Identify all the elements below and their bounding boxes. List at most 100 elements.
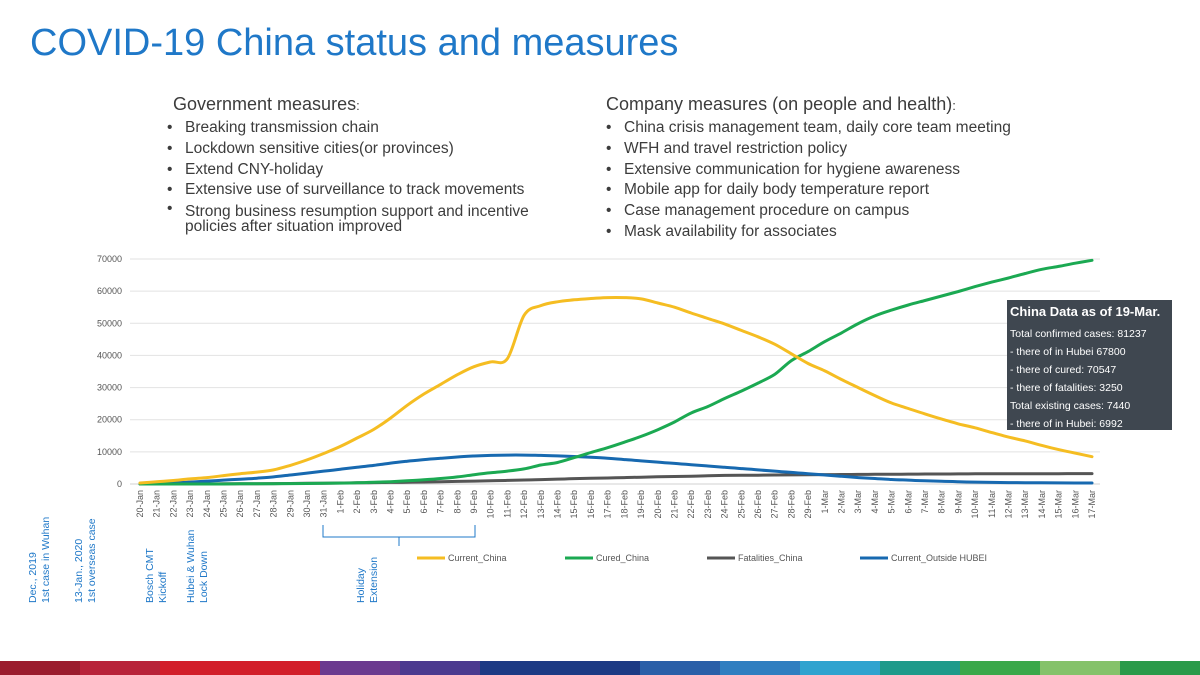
x-tick-label: 27-Feb <box>770 490 780 519</box>
legend-label: Current_China <box>448 553 507 563</box>
x-tick-label: 25-Feb <box>736 490 746 519</box>
x-tick-label: 10-Feb <box>486 490 496 519</box>
list-item: Mobile app for daily body temperature re… <box>606 180 1086 201</box>
government-heading-colon: : <box>356 98 360 113</box>
x-tick-label: 12-Mar <box>1003 490 1013 519</box>
infobox-line: Total confirmed cases: 81237 <box>1010 328 1147 340</box>
footer-color-stripe <box>0 661 1200 675</box>
government-measures-list: Breaking transmission chain Lockdown sen… <box>167 118 583 234</box>
x-tick-label: 8-Mar <box>937 490 947 514</box>
list-item: Breaking transmission chain <box>167 118 583 139</box>
x-tick-label: 15-Feb <box>569 490 579 519</box>
stripe-segment <box>800 661 880 675</box>
x-tick-label: 15-Mar <box>1054 490 1064 519</box>
x-tick-label: 7-Mar <box>920 490 930 514</box>
y-tick-label: 30000 <box>97 383 122 393</box>
timeline-annotation-line1: 13-Jan., 2020 <box>73 539 85 603</box>
stripe-segment <box>640 661 720 675</box>
y-tick-label: 10000 <box>97 447 122 457</box>
timeline-annotation-line1: Bosch CMT <box>144 548 156 603</box>
page-title: COVID-19 China status and measures <box>30 22 679 64</box>
infobox-line: - there of cured: 70547 <box>1010 364 1117 376</box>
x-tick-label: 22-Jan <box>168 490 178 518</box>
company-heading-text: Company measures (on people and health) <box>606 94 953 114</box>
x-tick-label: 18-Feb <box>619 490 629 519</box>
timeline-annotation-line2: 1st overseas case <box>86 518 98 603</box>
legend-label: Cured_China <box>596 553 649 563</box>
y-tick-label: 50000 <box>97 318 122 328</box>
stripe-segment <box>0 661 80 675</box>
stripe-segment <box>880 661 960 675</box>
company-heading-colon: : <box>952 98 956 113</box>
x-tick-label: 21-Feb <box>669 490 679 519</box>
x-tick-label: 2-Mar <box>836 490 846 514</box>
china-data-infobox: China Data as of 19-Mar. Total confirmed… <box>1007 300 1172 430</box>
x-tick-label: 12-Feb <box>519 490 529 519</box>
company-measures: Company measures (on people and health):… <box>606 94 1086 243</box>
x-tick-label: 27-Jan <box>252 490 262 518</box>
x-tick-label: 6-Feb <box>419 490 429 514</box>
stripe-segment <box>960 661 1040 675</box>
x-tick-label: 9-Feb <box>469 490 479 514</box>
y-tick-label: 20000 <box>97 415 122 425</box>
timeline-annotation-line2: Lock Down <box>198 551 210 603</box>
timeline-annotation-line2: Kickoff <box>157 572 169 603</box>
timeline-annotation-line2: 1st case in Wuhan <box>40 517 52 603</box>
x-tick-label: 19-Feb <box>636 490 646 519</box>
x-tick-label: 3-Feb <box>369 490 379 514</box>
stripe-segment <box>400 661 480 675</box>
stripe-segment <box>480 661 560 675</box>
x-tick-label: 6-Mar <box>903 490 913 514</box>
x-tick-label: 29-Jan <box>285 490 295 518</box>
x-tick-label: 20-Feb <box>653 490 663 519</box>
timeline-annotation-line2: Extension <box>368 557 380 603</box>
covid-line-chart: 0 10000 20000 30000 40000 50000 60000 70000 20-J… <box>27 254 1100 603</box>
x-tick-label: 4-Mar <box>870 490 880 514</box>
stripe-segment <box>1120 661 1200 675</box>
timeline-annotation-line1: Dec., 2019 <box>27 552 39 603</box>
government-heading-text: Government measures <box>173 94 357 114</box>
y-tick-label: 70000 <box>97 254 122 264</box>
list-item: Extensive use of surveillance to track m… <box>167 180 583 201</box>
x-tick-label: 17-Mar <box>1087 490 1097 519</box>
x-tick-label: 23-Feb <box>703 490 713 519</box>
x-tick-label: 24-Feb <box>720 490 730 519</box>
list-item: Mask availability for associates <box>606 222 1086 243</box>
x-tick-label: 3-Mar <box>853 490 863 514</box>
x-tick-label: 24-Jan <box>202 490 212 518</box>
x-tick-label: 9-Mar <box>953 490 963 514</box>
x-tick-label: 14-Mar <box>1037 490 1047 519</box>
government-measures: Government measures: Breaking transmissi… <box>167 94 583 234</box>
x-tick-label: 4-Feb <box>386 490 396 514</box>
series-line-current-china <box>138 295 1094 485</box>
x-tick-label: 5-Mar <box>887 490 897 514</box>
list-item: Strong business resumption support and i… <box>167 201 583 234</box>
legend-label: Current_Outside HUBEI <box>891 553 987 563</box>
stripe-segment <box>720 661 800 675</box>
x-tick-label: 2-Feb <box>352 490 362 514</box>
x-tick-label: 1-Feb <box>335 490 345 514</box>
stripe-segment <box>80 661 160 675</box>
stripe-segment <box>160 661 240 675</box>
x-tick-label: 11-Mar <box>987 490 997 518</box>
x-tick-label: 22-Feb <box>686 490 696 519</box>
stripe-segment <box>240 661 320 675</box>
x-tick-label: 16-Feb <box>586 490 596 519</box>
x-tick-label: 31-Jan <box>319 490 329 518</box>
stripe-segment <box>1040 661 1120 675</box>
x-tick-label: 20-Jan <box>135 490 145 518</box>
x-tick-label: 17-Feb <box>603 490 613 519</box>
government-measures-heading: Government measures: <box>173 94 583 115</box>
stripe-segment <box>560 661 640 675</box>
y-tick-label: 40000 <box>97 350 122 360</box>
x-tick-label: 13-Mar <box>1020 490 1030 519</box>
y-tick-label: 60000 <box>97 286 122 296</box>
list-item: China crisis management team, daily core… <box>606 118 1086 139</box>
x-tick-label: 16-Mar <box>1070 490 1080 519</box>
x-tick-label: 25-Jan <box>219 490 229 518</box>
infobox-line: - there of fatalities: 3250 <box>1010 382 1123 394</box>
timeline-annotation-line1: Holiday <box>355 567 367 603</box>
x-tick-label: 28-Jan <box>269 490 279 518</box>
list-item: Lockdown sensitive cities(or provinces) <box>167 139 583 160</box>
infobox-line: - there of in Hubei: 6992 <box>1010 418 1123 430</box>
